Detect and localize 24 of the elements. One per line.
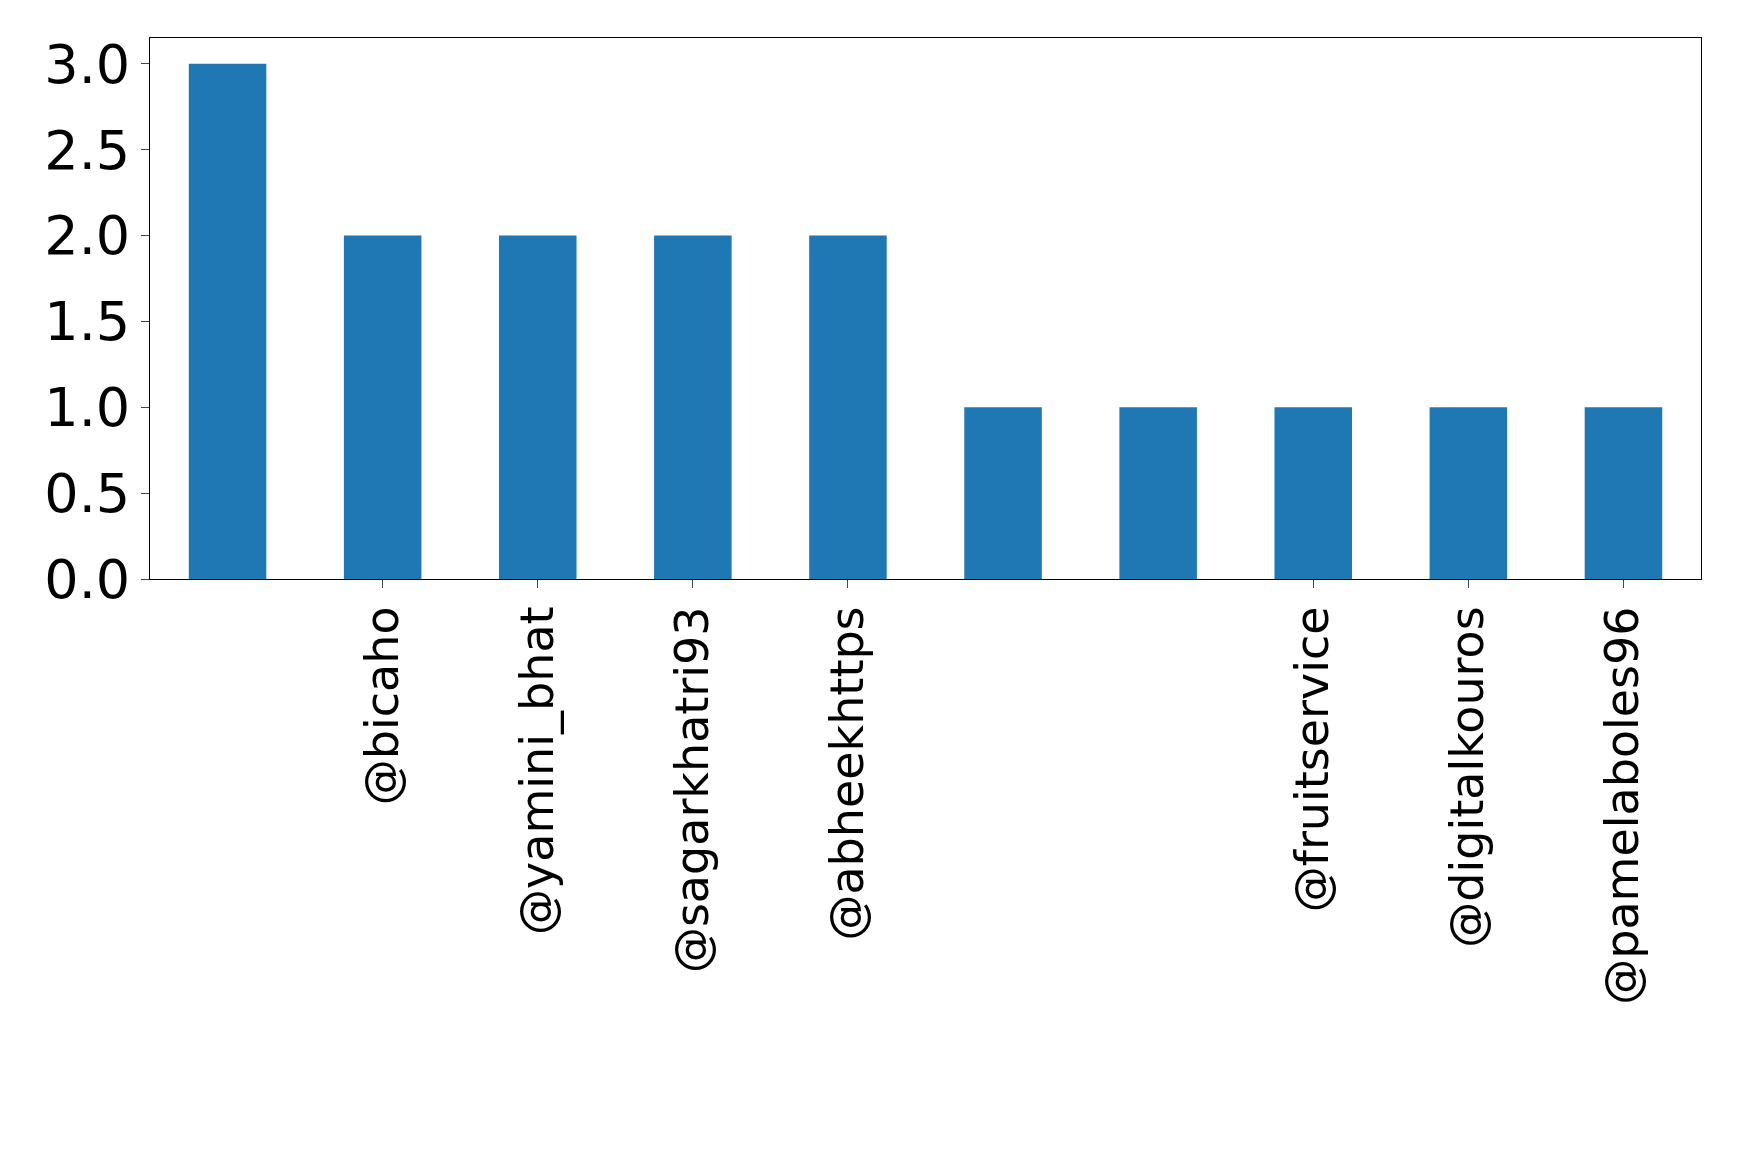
- x-tick-label: @bicaho: [354, 606, 409, 806]
- y-tick-label: 1.0: [44, 376, 131, 440]
- y-tick-label: 3.0: [44, 32, 131, 96]
- x-tick-label: @sagarkhatri93: [664, 606, 719, 974]
- y-tick-label: 1.5: [44, 290, 131, 354]
- x-tick-label: @yamini_bhat: [509, 606, 564, 935]
- bar: [1429, 407, 1508, 579]
- bar: [1119, 407, 1197, 579]
- bar: [343, 235, 422, 579]
- bar: [654, 235, 732, 579]
- bar: [498, 235, 577, 579]
- x-tick-label: @abheekhttps: [819, 606, 874, 941]
- y-tick-label: 2.5: [44, 118, 131, 182]
- x-tick-label: @pamelaboles96: [1595, 606, 1650, 1005]
- y-tick-label: 0.5: [44, 462, 131, 526]
- bar: [1274, 407, 1353, 579]
- bar: [964, 407, 1042, 579]
- y-tick-label: 0.0: [44, 547, 131, 611]
- bar: [188, 63, 267, 579]
- bar: [1584, 407, 1663, 579]
- y-tick-label: 2.0: [44, 204, 131, 268]
- bar: [809, 235, 887, 579]
- x-tick-label: @fruitservice: [1285, 606, 1340, 913]
- x-tick-label: @digitalkouros: [1440, 606, 1495, 948]
